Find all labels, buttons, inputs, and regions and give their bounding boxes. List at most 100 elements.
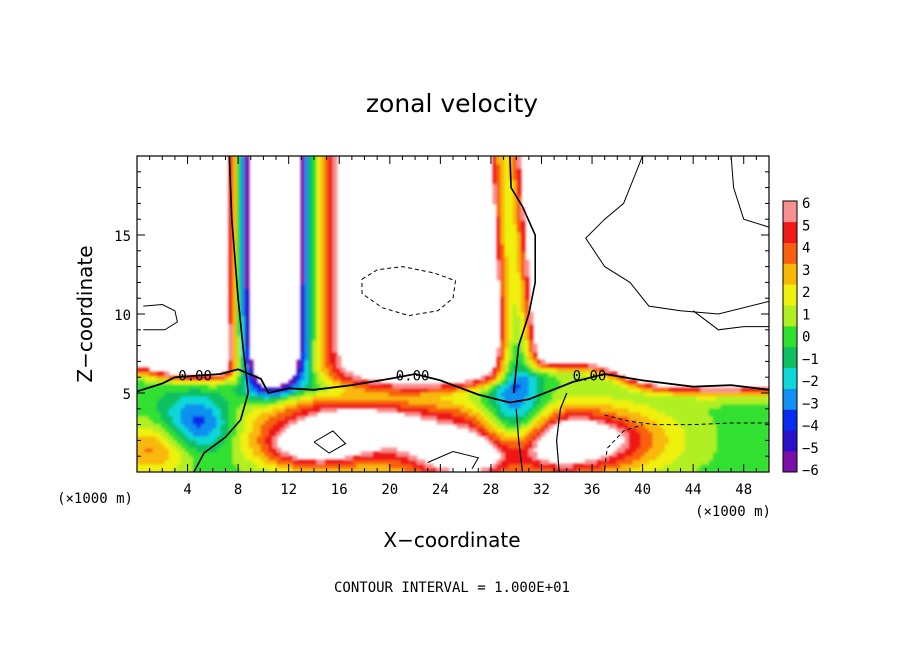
y-axis-label: Z−coordinate <box>73 245 97 382</box>
field-cell <box>316 383 322 389</box>
field-cell <box>552 419 558 425</box>
field-cell <box>508 239 514 245</box>
field-cell <box>336 387 342 393</box>
field-cell <box>332 467 338 472</box>
field-cell <box>148 403 154 409</box>
field-cell <box>228 291 234 297</box>
field-cell <box>632 403 638 409</box>
field-cell <box>384 467 390 472</box>
x-axis: 4 8 12 16 20 24 28 32 36 40 44 48 <box>149 156 757 498</box>
field-cell <box>456 383 462 389</box>
field-cell <box>228 411 234 417</box>
field-cell <box>308 371 314 377</box>
field-cell <box>524 447 530 453</box>
field-cell <box>244 387 250 393</box>
field-cell <box>236 463 242 469</box>
field-cell <box>508 303 514 309</box>
field-cell <box>524 391 530 397</box>
field-cell <box>360 403 366 409</box>
field-cell <box>504 323 510 329</box>
field-cell <box>232 415 238 421</box>
field-cell <box>184 431 190 437</box>
field-cell <box>436 383 442 389</box>
field-cell <box>380 447 386 453</box>
field-cell <box>404 387 410 393</box>
field-cell <box>300 207 306 213</box>
field-cell <box>500 391 506 397</box>
field-cell <box>232 439 238 445</box>
field-cell <box>652 455 658 461</box>
field-cell <box>552 399 558 405</box>
field-cell <box>496 463 502 469</box>
field-cell <box>252 427 258 433</box>
field-cell <box>516 251 522 257</box>
field-cell <box>496 427 502 433</box>
field-cell <box>740 391 746 397</box>
field-cell <box>532 399 538 405</box>
field-cell <box>308 411 314 417</box>
field-cell <box>488 435 494 441</box>
field-cell <box>372 399 378 405</box>
field-cell <box>520 251 526 257</box>
field-cell <box>137 419 142 425</box>
field-cell <box>516 255 522 261</box>
field-cell <box>656 399 662 405</box>
field-cell <box>440 395 446 401</box>
field-cell <box>620 431 626 437</box>
field-cell <box>492 199 498 205</box>
field-cell <box>732 447 738 453</box>
field-cell <box>504 395 510 401</box>
field-cell <box>332 371 338 377</box>
field-cell <box>520 319 526 325</box>
field-cell <box>424 415 430 421</box>
field-cell <box>612 391 618 397</box>
field-cell <box>524 295 530 301</box>
field-cell <box>264 403 270 409</box>
field-cell <box>300 275 306 281</box>
field-cell <box>712 447 718 453</box>
field-cell <box>596 467 602 472</box>
field-cell <box>464 423 470 429</box>
field-cell <box>328 251 334 257</box>
field-cell <box>512 439 518 445</box>
field-cell <box>516 371 522 377</box>
field-cell <box>604 367 610 373</box>
field-cell <box>660 431 666 437</box>
field-cell <box>328 275 334 281</box>
field-cell <box>508 335 514 341</box>
field-cell <box>184 419 190 425</box>
field-cell <box>328 307 334 313</box>
field-cell <box>508 467 514 472</box>
field-cell <box>504 227 510 233</box>
field-cell <box>328 295 334 301</box>
field-cell <box>764 395 769 401</box>
field-cell <box>416 395 422 401</box>
field-cell <box>444 399 450 405</box>
field-cell <box>500 187 506 193</box>
field-cell <box>632 395 638 401</box>
field-cell <box>752 387 758 393</box>
field-cell <box>216 387 222 393</box>
field-cell <box>304 156 310 161</box>
field-cell <box>440 411 446 417</box>
field-cell <box>208 415 214 421</box>
field-cell <box>720 443 726 449</box>
field-cell <box>332 235 338 241</box>
field-cell <box>304 191 310 197</box>
field-cell <box>528 363 534 369</box>
field-cell <box>332 259 338 265</box>
field-cell <box>312 267 318 273</box>
field-cell <box>240 299 246 305</box>
field-cell <box>660 391 666 397</box>
field-cell <box>484 423 490 429</box>
field-cell <box>240 419 246 425</box>
field-cell <box>496 383 502 389</box>
field-cell <box>504 191 510 197</box>
field-cell <box>732 415 738 421</box>
field-cell <box>300 156 306 161</box>
field-cell <box>740 423 746 429</box>
field-cell <box>320 167 326 173</box>
field-cell <box>572 395 578 401</box>
field-cell <box>520 271 526 277</box>
